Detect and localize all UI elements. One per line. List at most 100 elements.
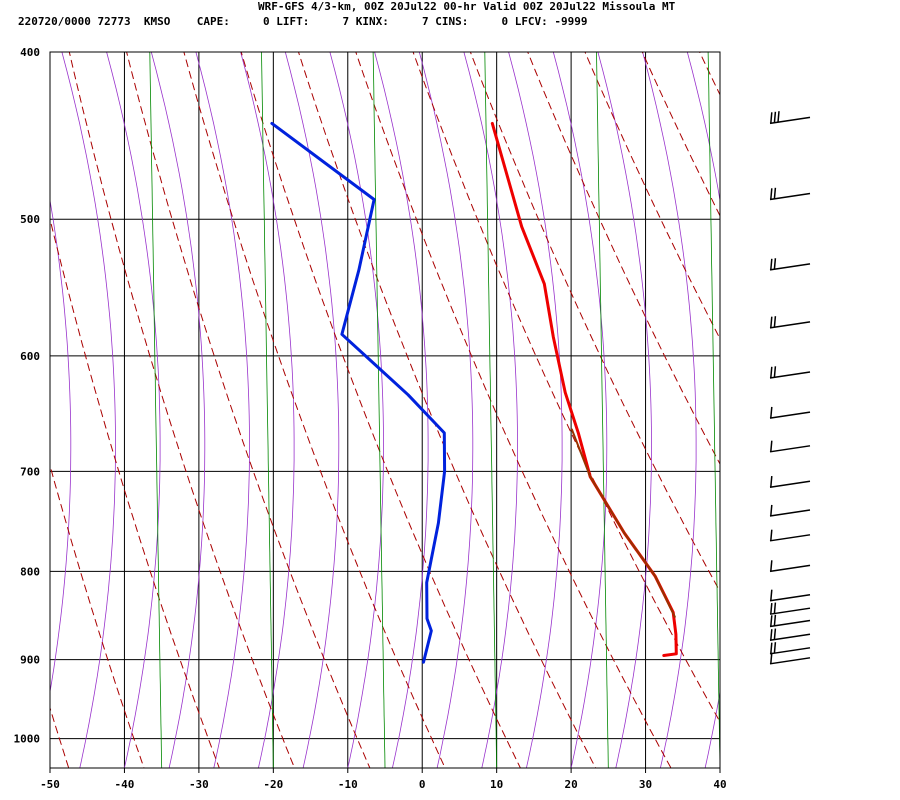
moist-adiabat — [284, 52, 340, 768]
chart-title: WRF-GFS 4/3-km, 00Z 20Jul22 00-hr Valid … — [258, 0, 676, 13]
dry-adiabat — [584, 52, 720, 340]
wind-barb-feather — [770, 560, 773, 572]
wind-barb-feather — [773, 187, 777, 199]
wind-barb-shaft — [769, 411, 811, 419]
dry-adiabat — [68, 52, 296, 768]
x-tick-label: -40 — [115, 778, 135, 791]
mixing-ratio-line — [372, 52, 386, 768]
wind-barb-shaft — [769, 594, 811, 602]
x-tick-label: 20 — [564, 778, 577, 791]
wind-barb-feather — [773, 111, 777, 123]
moist-adiabat — [50, 198, 72, 695]
wind-barb — [769, 111, 811, 125]
wind-barb-shaft — [769, 647, 811, 655]
wind-barb — [769, 642, 811, 655]
wind-barb-shaft — [769, 564, 811, 573]
moist-adiabat — [240, 52, 295, 768]
wind-barb-feather — [770, 258, 773, 270]
moist-adiabat — [106, 52, 161, 768]
wind-barb — [769, 652, 811, 665]
wind-barb-shaft — [769, 321, 811, 329]
wind-barb-shaft — [769, 509, 811, 517]
wind-barb — [769, 258, 811, 271]
x-tick-label: -20 — [263, 778, 283, 791]
wind-barb-feather — [773, 258, 777, 270]
y-tick-label: 700 — [20, 465, 40, 478]
y-tick-label: 900 — [20, 654, 40, 667]
dewpoint-profile — [270, 121, 447, 664]
moist-adiabat — [329, 52, 384, 768]
wind-barb-feather — [770, 440, 773, 452]
wind-barb-feather — [770, 504, 773, 516]
wind-barb — [769, 366, 811, 379]
wind-barb-feather — [773, 628, 777, 640]
wind-barb-shaft — [769, 116, 811, 125]
wind-barb-feather — [773, 316, 777, 328]
wind-barb — [769, 504, 811, 517]
wind-barb-feather — [770, 188, 773, 200]
wind-barb-feather — [777, 111, 780, 123]
wind-barb — [769, 614, 811, 628]
wind-barb-shaft — [769, 657, 811, 665]
moist-adiabat — [374, 52, 429, 768]
wind-barb-feather — [770, 366, 773, 378]
dry-adiabat — [412, 52, 720, 723]
x-tick-label: -50 — [40, 778, 60, 791]
wind-barb-feather — [770, 316, 773, 328]
moist-adiabat — [195, 52, 250, 768]
wind-barb — [769, 602, 811, 615]
wind-barb-shaft — [769, 192, 811, 201]
dry-adiabat — [699, 52, 720, 96]
moist-adiabat — [508, 52, 563, 768]
dry-adiabat — [50, 706, 70, 768]
y-tick-label: 500 — [20, 213, 40, 226]
dry-adiabat — [641, 52, 720, 217]
wind-barb-feather — [770, 112, 773, 124]
wind-barb-shaft — [769, 445, 811, 453]
mixing-ratio-line — [149, 52, 163, 768]
plot-border — [49, 51, 721, 769]
wind-barb-feather — [770, 476, 773, 488]
y-tick-label: 800 — [20, 565, 40, 578]
dry-adiabat — [50, 217, 220, 768]
chart-grid — [0, 14, 831, 783]
wind-barb-feather — [770, 615, 773, 627]
moist-adiabat — [0, 14, 26, 783]
wind-barb-feather — [770, 602, 773, 615]
wind-barb-feather — [773, 614, 777, 626]
wind-barb — [769, 476, 811, 488]
dry-adiabat — [240, 52, 521, 768]
x-tick-label: 10 — [490, 778, 503, 791]
dry-adiabat — [50, 463, 145, 768]
wind-barb — [769, 440, 811, 453]
wind-barb-feather — [770, 652, 773, 664]
wind-barb — [769, 589, 811, 602]
mixing-ratio-line — [50, 746, 51, 768]
moist-adiabat — [150, 52, 206, 768]
parcel-profile — [570, 428, 676, 618]
wind-barbs — [769, 111, 811, 665]
mixing-ratio-line — [261, 52, 274, 768]
dry-adiabat — [355, 52, 672, 768]
dry-adiabat — [183, 52, 446, 768]
x-tick-label: -10 — [338, 778, 358, 791]
moist-adiabat — [552, 52, 608, 768]
sounding-indices: 220720/0000 72773 KMSO CAPE: 0 LIFT: 7 K… — [18, 15, 588, 28]
wind-barb — [769, 628, 811, 642]
wind-barb-feather — [773, 602, 777, 614]
wind-barb — [769, 316, 811, 329]
y-tick-label: 1000 — [14, 733, 41, 746]
wind-barb-feather — [770, 589, 773, 601]
wind-barb-feather — [770, 406, 773, 419]
moist-adiabat — [642, 52, 697, 768]
wind-barb-feather — [773, 642, 777, 654]
wind-barb-feather — [773, 366, 777, 378]
mixing-ratio-line — [707, 52, 720, 768]
moist-adiabat — [766, 14, 831, 783]
y-tick-label: 600 — [20, 350, 40, 363]
dry-adiabat — [469, 52, 720, 593]
wind-barb-shaft — [769, 480, 811, 488]
wind-barb-shaft — [769, 607, 811, 615]
y-tick-label: 400 — [20, 46, 40, 59]
